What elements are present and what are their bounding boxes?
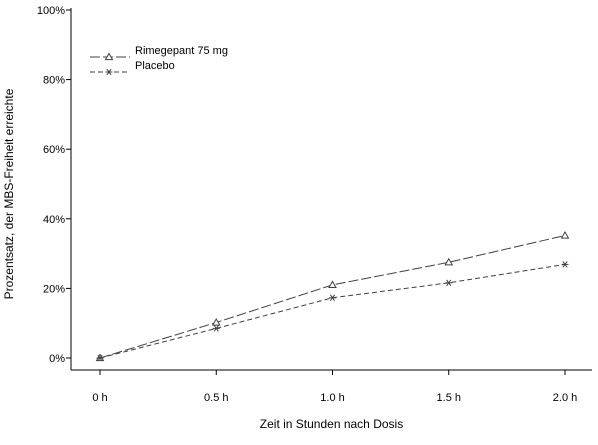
legend-marker-asterisk bbox=[105, 68, 113, 76]
x-tick-label: 0.5 h bbox=[204, 392, 228, 404]
data-point-triangle bbox=[444, 257, 454, 266]
x-axis-title: Zeit in Stunden nach Dosis bbox=[260, 417, 403, 431]
x-tick-label: 1.0 h bbox=[320, 392, 344, 404]
x-tick-label: 1.5 h bbox=[437, 392, 461, 404]
data-point-asterisk bbox=[212, 325, 220, 332]
legend-label: Rimegepant 75 mg bbox=[135, 45, 228, 57]
y-ticks: 0% 20% 40% 60% 80% 100% bbox=[37, 5, 71, 365]
series-rimegepant bbox=[95, 230, 570, 362]
y-axis-title: Prozentsatz, der MBS-Freiheit erreichte bbox=[2, 88, 16, 299]
data-point-triangle bbox=[328, 280, 337, 289]
data-point-asterisk bbox=[329, 294, 336, 302]
data-point-asterisk bbox=[445, 279, 453, 287]
y-tick-label: 0% bbox=[49, 353, 65, 365]
legend-label: Placebo bbox=[135, 60, 175, 72]
series-layer bbox=[95, 230, 570, 362]
x-tick-label: 2.0 h bbox=[553, 392, 577, 404]
series-placebo bbox=[96, 261, 569, 362]
asterisk-stroke bbox=[446, 279, 452, 287]
y-tick-label: 80% bbox=[43, 75, 65, 87]
data-point-asterisk bbox=[96, 354, 104, 362]
legend-marker-triangle bbox=[104, 52, 114, 61]
y-tick-label: 60% bbox=[43, 144, 65, 156]
asterisk-stroke bbox=[562, 261, 568, 268]
asterisk-stroke bbox=[97, 354, 103, 362]
x-ticks: 0 h 0.5 h 1.0 h 1.5 h 2.0 h bbox=[92, 370, 577, 404]
series-line bbox=[99, 263, 566, 359]
data-point-asterisk bbox=[561, 261, 569, 268]
data-point-triangle bbox=[211, 317, 221, 326]
legend: Rimegepant 75 mg Placebo bbox=[90, 45, 228, 76]
legend-entry: Placebo bbox=[90, 60, 175, 76]
data-point-triangle bbox=[560, 230, 570, 239]
asterisk-stroke bbox=[329, 294, 336, 302]
asterisk-stroke bbox=[106, 68, 112, 76]
legend-entry: Rimegepant 75 mg bbox=[90, 45, 228, 61]
y-tick-label: 40% bbox=[43, 214, 65, 226]
y-tick-label: 20% bbox=[43, 283, 65, 295]
x-tick-label: 0 h bbox=[92, 392, 107, 404]
asterisk-stroke bbox=[213, 325, 219, 332]
axes bbox=[70, 8, 592, 371]
y-tick-label: 100% bbox=[37, 5, 65, 17]
series-line bbox=[99, 235, 566, 359]
